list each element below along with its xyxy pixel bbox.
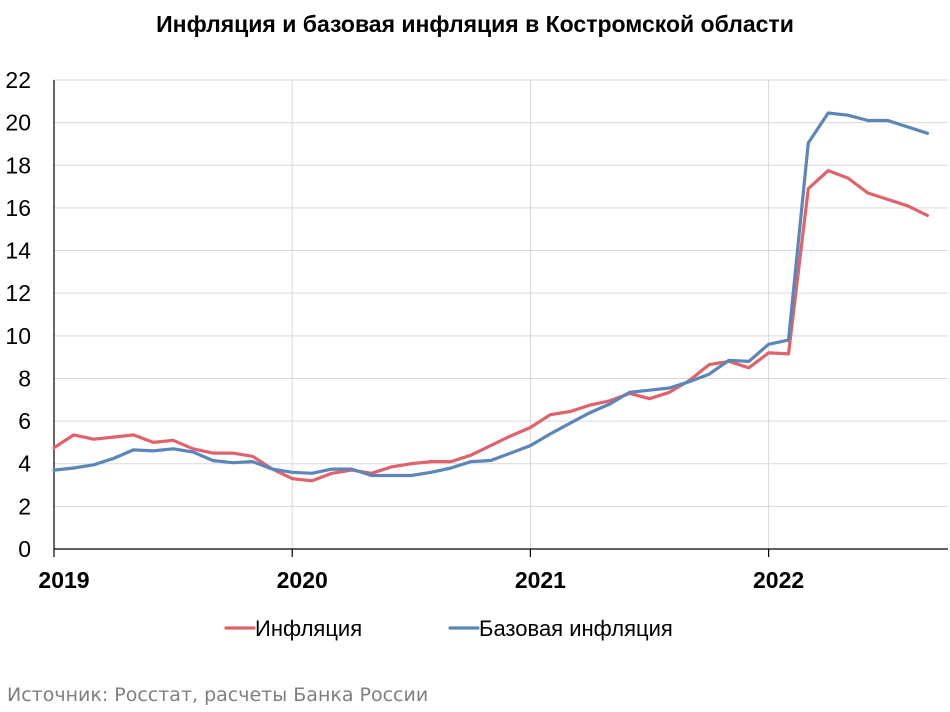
source-note: Источник: Росстат, расчеты Банка России [7,684,429,706]
x-tick-label: 2022 [753,567,804,593]
y-tick-label: 18 [5,152,31,178]
chart-title: Инфляция и базовая инфляция в Костромско… [156,11,794,37]
legend: Инфляция Базовая инфляция [224,616,673,641]
series-line-core-inflation [52,111,930,478]
series-lines [52,111,930,483]
y-tick-label: 10 [5,323,31,349]
legend-label: Базовая инфляция [479,616,673,641]
x-tick-label: 2020 [277,567,328,593]
y-tick-label: 12 [5,280,31,306]
y-tick-label: 16 [5,195,31,221]
gridlines [54,79,948,549]
x-tick-label: 2019 [38,567,89,593]
y-tick-label: 2 [18,493,31,519]
y-tick-label: 22 [5,67,31,93]
y-tick-label: 4 [18,451,31,477]
series-line-inflation [52,169,930,483]
y-tick-label: 8 [18,365,31,391]
x-tick-label: 2021 [515,567,566,593]
y-tick-label: 6 [18,408,31,434]
y-tick-label: 14 [5,238,31,264]
legend-label: Инфляция [255,616,362,641]
y-tick-label: 20 [5,110,31,136]
axes [53,80,948,557]
y-tick-label: 0 [18,536,31,562]
